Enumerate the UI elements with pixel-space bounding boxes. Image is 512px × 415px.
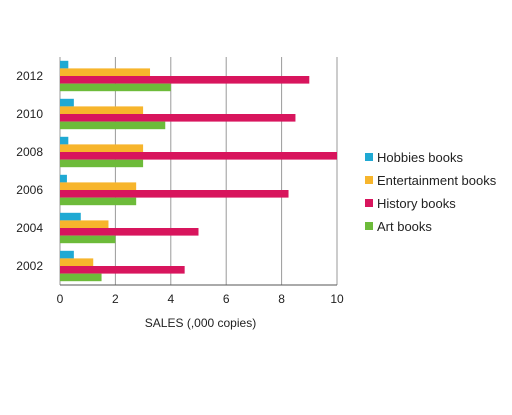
bar-art-books-2012 [60, 83, 171, 92]
bar-art-books-2008 [60, 159, 144, 168]
bar-entertainment-books-2004 [60, 220, 109, 228]
x-tick-label: 10 [330, 292, 344, 306]
y-tick-label: 2008 [16, 145, 43, 159]
legend-swatch [365, 176, 373, 184]
bar-hobbies-books-2004 [60, 212, 81, 221]
bar-history-books-2004 [60, 228, 199, 236]
legend-label: Entertainment books [377, 173, 497, 188]
bar-entertainment-books-2002 [60, 258, 94, 266]
legend-label: Art books [377, 219, 432, 234]
legend: Hobbies books Entertainment books History … [365, 150, 497, 234]
bar-history-books-2012 [60, 76, 310, 84]
y-tick-labels: 2002 2004 2006 2008 2010 2012 [16, 69, 43, 273]
bar-history-books-2008 [60, 152, 337, 160]
bar-history-books-2010 [60, 114, 296, 122]
x-axis-title: SALES (,000 copies) [145, 316, 256, 330]
bars-group [60, 60, 337, 282]
bar-art-books-2006 [60, 197, 137, 206]
bar-history-books-2006 [60, 190, 289, 198]
x-tick-label: 8 [278, 292, 285, 306]
y-tick-label: 2002 [16, 259, 43, 273]
bar-hobbies-books-2010 [60, 98, 74, 107]
bar-entertainment-books-2008 [60, 144, 144, 152]
x-tick-labels: 0 2 4 6 8 10 [57, 292, 344, 306]
grid-lines [59, 57, 338, 285]
bar-art-books-2010 [60, 121, 166, 130]
legend-label: History books [377, 196, 456, 211]
bar-hobbies-books-2012 [60, 60, 69, 69]
bar-hobbies-books-2006 [60, 174, 67, 183]
bar-art-books-2002 [60, 273, 102, 282]
y-tick-label: 2006 [16, 183, 43, 197]
y-tick-label: 2004 [16, 221, 43, 235]
legend-swatch [365, 199, 373, 207]
legend-swatch [365, 153, 373, 161]
bar-entertainment-books-2012 [60, 68, 151, 76]
x-tick-label: 2 [112, 292, 119, 306]
bar-hobbies-books-2002 [60, 250, 74, 259]
bar-hobbies-books-2008 [60, 136, 69, 145]
bar-art-books-2004 [60, 235, 116, 244]
bar-entertainment-books-2006 [60, 182, 137, 190]
x-tick-label: 4 [167, 292, 174, 306]
y-tick-label: 2012 [16, 69, 43, 83]
bar-entertainment-books-2010 [60, 106, 144, 114]
legend-swatch [365, 222, 373, 230]
legend-label: Hobbies books [377, 150, 463, 165]
x-tick-label: 0 [57, 292, 64, 306]
y-tick-label: 2010 [16, 107, 43, 121]
x-tick-label: 6 [223, 292, 230, 306]
bar-history-books-2002 [60, 266, 185, 274]
